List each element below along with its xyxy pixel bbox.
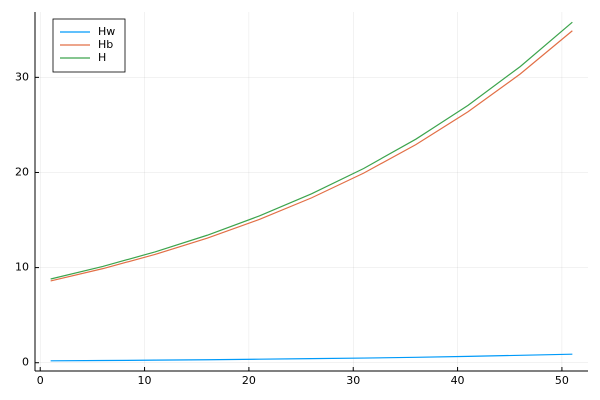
x-tick-label: 20	[242, 374, 256, 387]
x-tick-label: 30	[346, 374, 360, 387]
y-tick-label: 0	[22, 356, 29, 369]
x-tick-label: 0	[37, 374, 44, 387]
x-tick-label: 50	[555, 374, 569, 387]
series-line	[50, 353, 573, 362]
x-tick-label: 10	[138, 374, 152, 387]
y-tick-label: 30	[15, 70, 29, 83]
legend-label: Hb	[98, 38, 113, 51]
legend-label: Hw	[98, 25, 115, 38]
series-line	[50, 21, 573, 280]
series-line	[50, 30, 573, 282]
x-tick-label: 40	[451, 374, 465, 387]
y-tick-label: 20	[15, 165, 29, 178]
legend-label: H	[98, 51, 106, 64]
y-tick-label: 10	[15, 261, 29, 274]
